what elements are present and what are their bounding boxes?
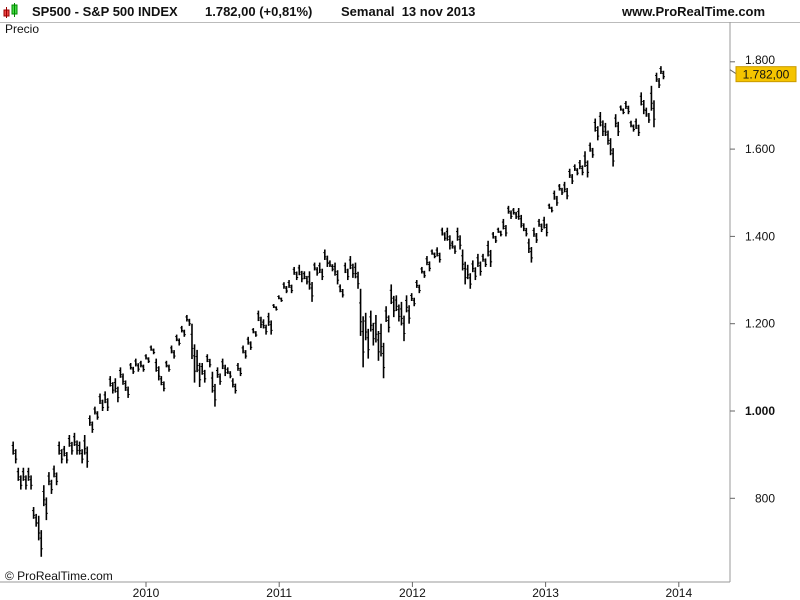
y-tick-label: 1.400 [745, 229, 775, 243]
x-tick-label: 2012 [399, 586, 426, 600]
period-date: Semanal 13 nov 2013 [341, 4, 476, 19]
x-tick-label: 2010 [133, 586, 160, 600]
y-tick-label: 1.600 [745, 142, 775, 156]
y-tick-label: 1.800 [745, 53, 775, 67]
x-tick-label: 2014 [665, 586, 692, 600]
symbol-title: SP500 - S&P 500 INDEX [32, 4, 178, 19]
price-tag [735, 66, 797, 83]
price-tag-pointer [729, 69, 737, 75]
site-link[interactable]: www.ProRealTime.com [622, 4, 766, 19]
x-tick-label: 2011 [266, 586, 292, 600]
panel-label: Precio [5, 22, 40, 36]
y-tick-label: 1.200 [745, 317, 775, 331]
last-price: 1.782,00 (+0,81%) [205, 4, 313, 19]
copyright: © ProRealTime.com [5, 569, 113, 583]
x-tick-label: 2013 [532, 586, 559, 600]
candlestick-icon [3, 3, 18, 18]
price-tag-label: 1.782,00 [743, 68, 790, 82]
y-tick-label: 1.000 [745, 404, 775, 418]
y-tick-label: 800 [755, 491, 775, 505]
chart-header: SP500 - S&P 500 INDEX 1.782,00 (+0,81%) … [0, 0, 800, 23]
